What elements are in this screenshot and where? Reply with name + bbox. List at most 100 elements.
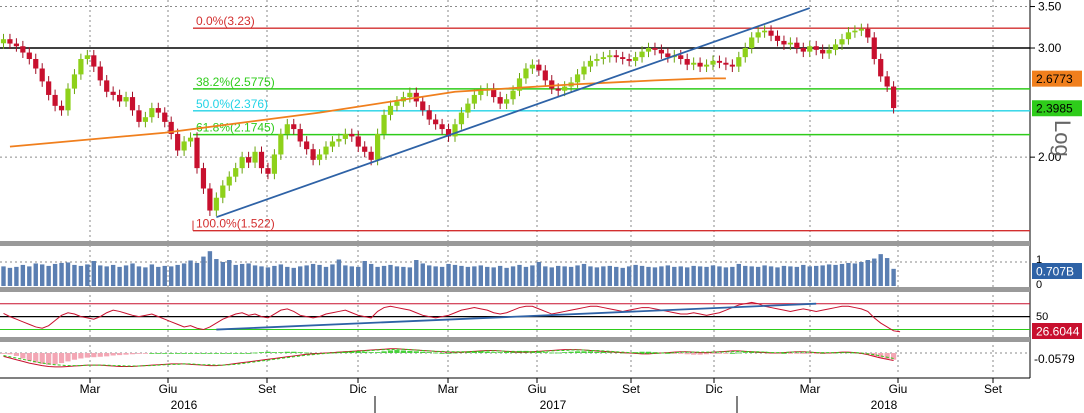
macd-histogram-bar <box>800 353 806 354</box>
candle <box>304 141 310 150</box>
volume-bar <box>446 263 451 286</box>
macd-histogram-bar <box>278 352 284 353</box>
macd-histogram-bar <box>394 350 400 353</box>
volume-bar <box>220 261 225 286</box>
candle <box>813 46 819 50</box>
macd-histogram-bar <box>813 353 819 354</box>
candle <box>755 32 761 38</box>
volume-bar <box>781 265 787 286</box>
candle <box>839 39 845 45</box>
volume-bar <box>278 264 284 286</box>
last-price-label-bg <box>1032 100 1082 117</box>
volume-bar <box>459 265 464 286</box>
volume-bar <box>72 264 77 286</box>
candle <box>213 197 219 211</box>
candle <box>26 52 32 60</box>
volume-bar <box>672 266 677 286</box>
volume-bar <box>194 262 200 286</box>
macd-histogram-bar <box>110 353 116 356</box>
volume-bar <box>814 265 819 286</box>
macd-histogram-bar <box>26 353 32 361</box>
macd-histogram-bar <box>594 351 600 353</box>
volume-bar <box>227 260 232 286</box>
x-tick-label: Mar <box>800 382 821 396</box>
x-tick-label: Giu <box>159 382 178 396</box>
macd-histogram-bar <box>162 353 168 354</box>
candle <box>316 154 323 160</box>
y-tick-label: 3.00 <box>1038 41 1062 55</box>
macd-histogram-bar <box>781 353 787 354</box>
macd-histogram-bar <box>155 353 161 354</box>
candle <box>542 70 548 81</box>
volume-bar <box>356 266 361 286</box>
volume-bar <box>175 264 180 286</box>
rsi-trendline <box>216 302 817 331</box>
volume-bar <box>755 266 761 286</box>
macd-histogram-bar <box>633 352 639 353</box>
macd-histogram-bar <box>33 353 39 363</box>
candle <box>471 94 477 104</box>
macd-histogram-bar <box>736 352 742 354</box>
candle <box>329 141 336 147</box>
rsi-panel <box>0 301 1030 333</box>
candle <box>658 49 664 54</box>
candle <box>284 124 290 134</box>
volume-bar <box>884 258 890 286</box>
macd-histogram-bar <box>484 351 490 353</box>
candle <box>291 124 297 130</box>
volume-bar <box>801 264 806 286</box>
macd-histogram-bar <box>645 351 652 353</box>
volume-bar <box>169 266 174 286</box>
macd-histogram-bar <box>375 352 381 353</box>
macd-histogram-bar <box>104 353 110 357</box>
candle <box>226 176 232 186</box>
candle <box>123 97 129 102</box>
volume-bar <box>517 264 522 286</box>
macd-histogram-bar <box>497 352 503 353</box>
volume-bar <box>130 263 135 286</box>
candle <box>878 59 884 77</box>
volume-bar <box>472 266 477 286</box>
volume-bar <box>510 266 516 286</box>
volume-bar <box>820 265 825 286</box>
candle <box>104 80 110 92</box>
macd-histogram-bar <box>678 353 684 354</box>
macd-histogram-bar <box>697 353 703 355</box>
volume-bar <box>162 265 167 286</box>
macd-histogram-bar <box>78 353 84 359</box>
volume-bar <box>136 266 142 286</box>
x-tick-label: Mar <box>80 382 101 396</box>
year-label: 2016 <box>171 398 198 412</box>
macd-histogram-bar <box>246 353 252 354</box>
candle <box>407 92 413 98</box>
volume-bar <box>381 265 387 286</box>
volume-bar <box>394 266 400 286</box>
panel-separator <box>0 287 1030 292</box>
rsi-line <box>3 301 901 333</box>
macd-histogram-bar <box>536 351 542 353</box>
candle <box>807 46 813 52</box>
year-label: 2018 <box>871 398 898 412</box>
ma-value-label: 2.6773 <box>1036 72 1073 86</box>
volume-bar <box>878 254 883 286</box>
macd-histogram-bar <box>794 353 800 354</box>
volume-bar <box>149 264 155 286</box>
x-tick-label: Set <box>622 382 641 396</box>
volume-bar <box>652 267 658 286</box>
candle <box>233 168 239 177</box>
macd-histogram-bar <box>304 352 310 354</box>
volume-bar <box>246 263 251 286</box>
candle <box>246 157 252 163</box>
macd-histogram-bar <box>703 353 710 355</box>
macd-histogram-bar <box>20 353 26 359</box>
macd-histogram-bar <box>220 353 226 354</box>
candle <box>794 42 800 49</box>
macd-histogram-bar <box>65 353 71 362</box>
volume-bar <box>33 263 38 286</box>
macd-histogram-bar <box>562 352 568 353</box>
candle <box>626 59 632 61</box>
candle <box>394 101 400 106</box>
macd-histogram-bar <box>884 353 890 359</box>
macd-histogram-bar <box>7 353 13 355</box>
candle <box>349 133 355 137</box>
